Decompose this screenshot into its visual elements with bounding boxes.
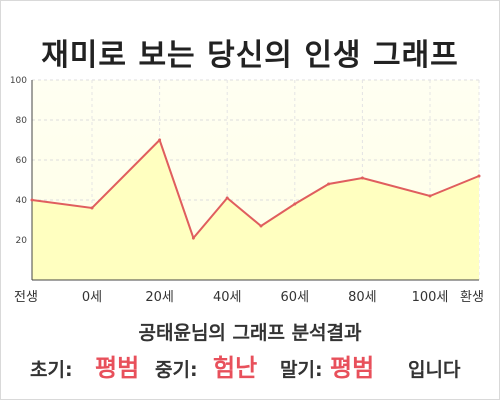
- data-point: [293, 202, 297, 206]
- page-title: 재미로 보는 당신의 인생 그래프: [41, 38, 459, 73]
- late-value: 평범: [330, 354, 375, 382]
- data-point: [477, 174, 481, 178]
- x-tick-label: 전생: [14, 290, 38, 305]
- y-tick-label: 60: [16, 156, 28, 166]
- data-point: [225, 196, 229, 200]
- data-point: [90, 206, 94, 210]
- y-tick-label: 100: [10, 76, 27, 86]
- x-tick-label: 40세: [213, 290, 242, 305]
- late-label: 말기:: [280, 359, 323, 381]
- x-tick-label: 0세: [82, 290, 102, 305]
- data-point: [360, 176, 364, 180]
- x-tick-label: 100세: [412, 290, 449, 305]
- middle-label: 중기:: [155, 359, 198, 381]
- x-tick-label: 80세: [348, 290, 377, 305]
- series-area-fill: [32, 140, 479, 280]
- result-suffix: 입니다: [408, 359, 461, 381]
- data-point: [191, 236, 195, 240]
- y-tick-labels: 20 40 60 80 100: [10, 76, 27, 246]
- data-point: [428, 194, 432, 198]
- x-tick-labels: 전생 0세 20세 40세 60세 80세 100세 환생: [14, 290, 484, 305]
- early-label: 초기:: [30, 359, 73, 381]
- analysis-result: 초기: 평범 중기: 험난 말기: 평범 입니다: [0, 343, 500, 383]
- early-value: 평범: [95, 354, 140, 382]
- y-tick-label: 40: [16, 196, 28, 206]
- middle-value: 험난: [213, 354, 258, 382]
- data-point: [30, 198, 34, 202]
- x-tick-label: 60세: [281, 290, 310, 305]
- analysis-subtitle: 공태윤님의 그래프 분석결과: [138, 322, 362, 344]
- data-point: [327, 182, 331, 186]
- y-tick-label: 80: [16, 116, 28, 126]
- data-point: [259, 224, 263, 228]
- x-tick-label: 환생: [460, 290, 484, 305]
- data-point: [158, 138, 162, 142]
- x-tick-label: 20세: [145, 290, 174, 305]
- y-tick-label: 20: [16, 236, 28, 246]
